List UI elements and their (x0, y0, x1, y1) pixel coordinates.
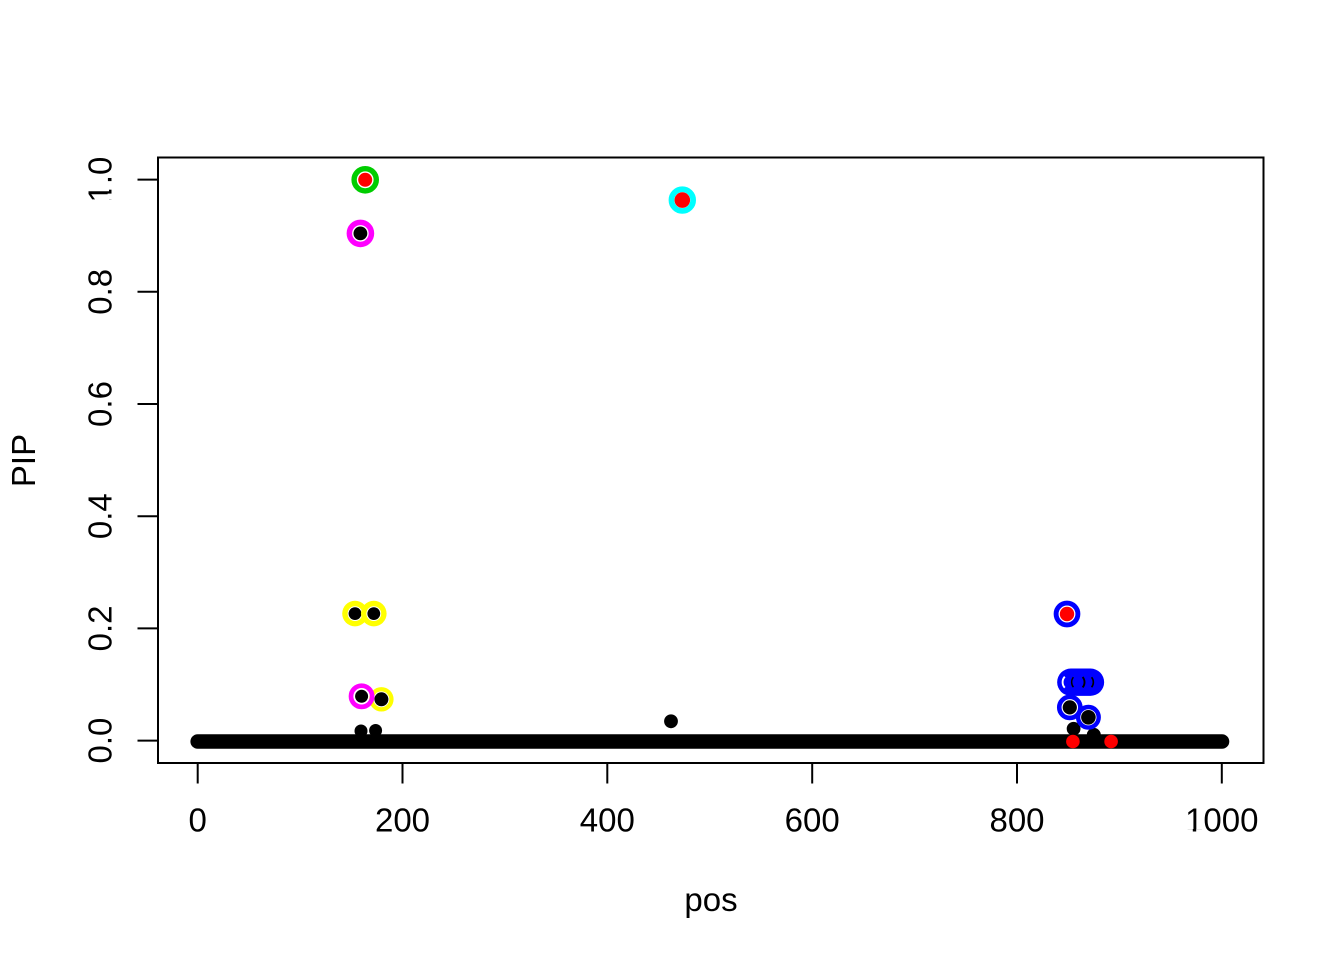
svg-text:0.8: 0.8 (82, 269, 119, 315)
svg-text:800: 800 (989, 802, 1044, 839)
svg-text:0.0: 0.0 (82, 718, 119, 764)
svg-text:PIP: PIP (5, 434, 42, 487)
svg-text:pos: pos (684, 881, 737, 918)
svg-text:400: 400 (580, 802, 635, 839)
svg-text:0: 0 (189, 802, 207, 839)
svg-text:0.4: 0.4 (82, 493, 119, 539)
svg-text:0.2: 0.2 (82, 605, 119, 651)
svg-text:200: 200 (375, 802, 430, 839)
svg-text:600: 600 (785, 802, 840, 839)
svg-text:1000: 1000 (1185, 802, 1258, 839)
svg-text:1.0: 1.0 (82, 157, 119, 203)
svg-text:0.6: 0.6 (82, 381, 119, 427)
